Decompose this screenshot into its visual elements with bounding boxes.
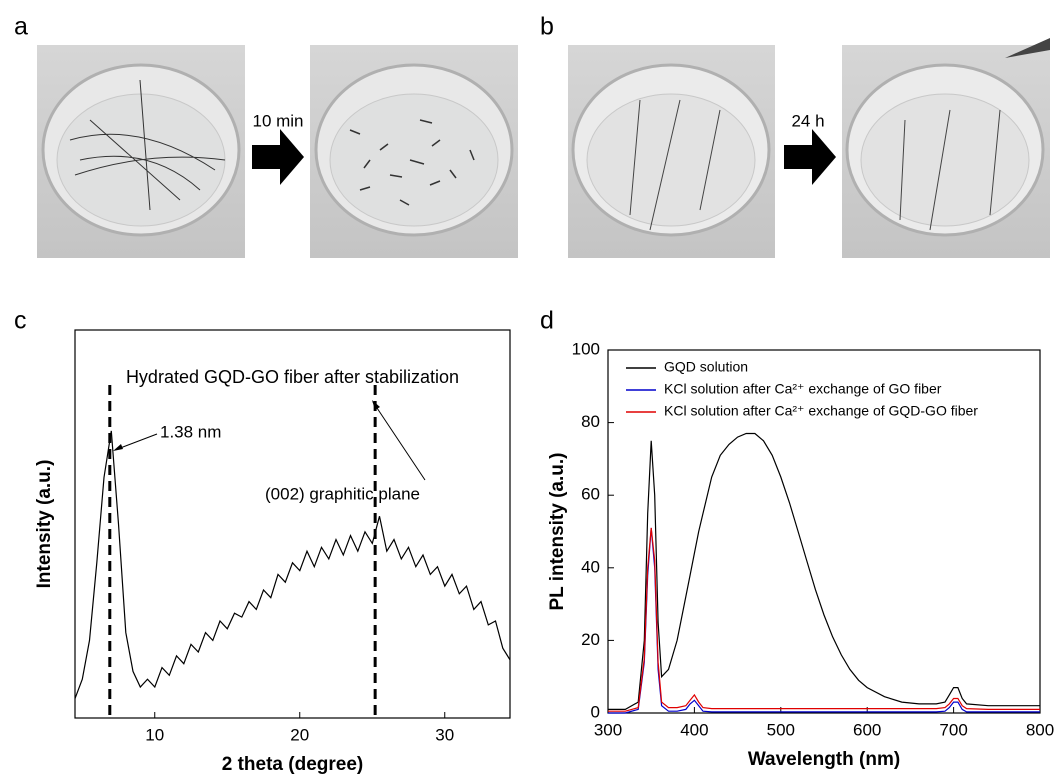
legend-label: KCl solution after Ca²⁺ exchange of GO f…: [664, 381, 942, 397]
plot-frame: [607, 349, 1041, 714]
y-tick-label: 80: [581, 412, 600, 431]
step-label: 10 min: [252, 111, 303, 130]
x-tick-label: 20: [290, 725, 309, 744]
legend-label: GQD solution: [664, 359, 748, 375]
arrow: [784, 129, 836, 185]
x-tick-label: 600: [853, 720, 881, 739]
x-axis-label: Wavelength (nm): [748, 749, 900, 770]
photo: [310, 45, 518, 258]
x-tick-label: 10: [145, 725, 164, 744]
y-tick-label: 20: [581, 630, 600, 649]
data-line: [74, 430, 511, 699]
x-tick-label: 800: [1026, 720, 1054, 739]
data-line: [608, 527, 1040, 714]
plot-frame: [74, 329, 511, 719]
y-tick-label: 0: [591, 702, 600, 721]
arrow-head: [372, 400, 380, 410]
y-tick-label: 60: [581, 485, 600, 504]
y-tick-label: 100: [572, 339, 600, 358]
data-line: [608, 432, 1040, 710]
panel-label: c: [14, 307, 27, 335]
x-axis-label: 2 theta (degree): [222, 754, 363, 775]
photo: [842, 38, 1050, 258]
y-axis-label: PL intensity (a.u.): [547, 452, 568, 610]
x-tick-label: 500: [767, 720, 795, 739]
panel-label: a: [14, 13, 28, 41]
annotation: Hydrated GQD-GO fiber after stabilizatio…: [126, 367, 459, 387]
y-tick-label: 40: [581, 557, 600, 576]
step-label: 24 h: [791, 111, 824, 130]
annotation-arrow: [372, 401, 426, 481]
photo: [37, 45, 245, 258]
arrow-head: [113, 444, 123, 451]
x-tick-label: 700: [939, 720, 967, 739]
data-line: [608, 527, 1040, 712]
photo: [568, 45, 775, 258]
annotation: (002) graphitic plane: [265, 484, 420, 503]
panel-label: b: [540, 13, 554, 41]
legend-label: KCl solution after Ca²⁺ exchange of GQD-…: [664, 403, 978, 419]
x-tick-label: 400: [680, 720, 708, 739]
x-tick-label: 30: [435, 725, 454, 744]
panel-label: d: [540, 307, 554, 335]
y-axis-label: Intensity (a.u.): [34, 460, 55, 589]
annotation: 1.38 nm: [160, 422, 221, 441]
arrow: [252, 129, 304, 185]
x-tick-label: 300: [594, 720, 622, 739]
